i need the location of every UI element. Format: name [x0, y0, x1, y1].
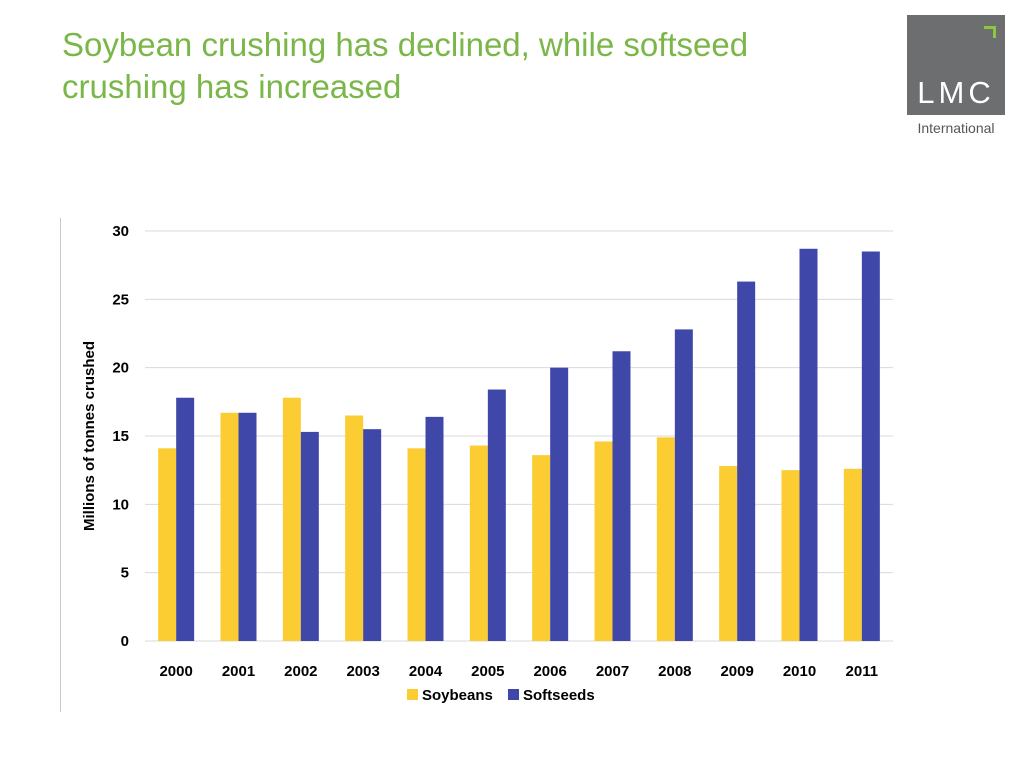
bar-softseeds-2003 [363, 429, 382, 641]
x-tick-label: 2003 [346, 663, 379, 680]
bar-softseeds-2000 [176, 397, 195, 641]
bar-softseeds-2009 [737, 281, 756, 641]
slide-title: Soybean crushing has declined, while sof… [62, 26, 749, 105]
x-tick-label: 2001 [222, 663, 255, 680]
bar-softseeds-2005 [487, 389, 506, 641]
x-tick-label: 2002 [284, 663, 317, 680]
x-tick-label: 2010 [783, 663, 816, 680]
logo-corner-mark-vertical [993, 26, 996, 38]
y-tick-label: 0 [121, 633, 129, 650]
bar-soybeans-2007 [594, 441, 613, 641]
y-tick-label: 25 [112, 291, 129, 308]
x-axis-ticks: 2000 2001 2002 2003 2004 2005 2006 2007 2008 2009… [159, 663, 878, 680]
bar-soybeans-2006 [532, 455, 551, 641]
y-tick-label: 10 [112, 496, 129, 513]
bar-soybeans-2003 [345, 415, 364, 641]
legend-swatch [508, 689, 519, 700]
gridlines [145, 230, 893, 642]
bar-soybeans-2005 [469, 445, 488, 641]
bar-soybeans-2011 [843, 468, 862, 641]
bar-softseeds-2010 [799, 248, 818, 641]
x-tick-label: 2009 [720, 663, 753, 680]
x-tick-label: 2007 [596, 663, 629, 680]
y-tick-label: 15 [112, 428, 129, 445]
bar-soybeans-2002 [282, 397, 301, 641]
lmc-logo: LMC International [907, 15, 1005, 139]
legend-swatch [407, 689, 418, 700]
bar-soybeans-2008 [656, 437, 675, 641]
logo-subtitle: International [917, 120, 995, 136]
y-axis-title: Millions of tonnes crushed [81, 341, 98, 531]
bar-soybeans-2004 [407, 448, 426, 641]
bar-soybeans-2010 [781, 470, 800, 641]
bar-softseeds-2004 [425, 416, 444, 641]
bar-softseeds-2008 [674, 329, 693, 641]
bar-softseeds-2006 [550, 367, 569, 641]
chart-frame-line [60, 218, 61, 712]
x-tick-label: 2011 [846, 663, 879, 680]
bar-soybeans-2000 [158, 448, 177, 641]
bar-softseeds-2001 [238, 412, 257, 641]
x-tick-label: 2006 [533, 663, 566, 680]
logo-letters: LMC [917, 75, 995, 110]
bar-softseeds-2011 [861, 251, 880, 641]
y-axis-ticks: 0 5 10 15 20 25 30 [112, 223, 129, 650]
y-tick-label: 5 [121, 565, 129, 582]
logo-box [907, 15, 1005, 115]
x-tick-label: 2008 [658, 663, 691, 680]
bar-soybeans-2001 [220, 412, 239, 641]
bar-soybeans-2009 [719, 466, 738, 641]
y-tick-label: 30 [112, 223, 129, 240]
bars [158, 248, 880, 641]
legend-label: Soybeans [422, 687, 493, 704]
legend: Soybeans Softseeds [407, 687, 595, 704]
logo-corner-mark [984, 26, 996, 29]
x-tick-label: 2004 [409, 663, 443, 680]
legend-label: Softseeds [523, 687, 595, 704]
bar-softseeds-2007 [612, 351, 631, 641]
x-tick-label: 2000 [159, 663, 192, 680]
bar-softseeds-2002 [300, 431, 319, 641]
x-tick-label: 2005 [471, 663, 504, 680]
y-tick-label: 20 [112, 360, 129, 377]
